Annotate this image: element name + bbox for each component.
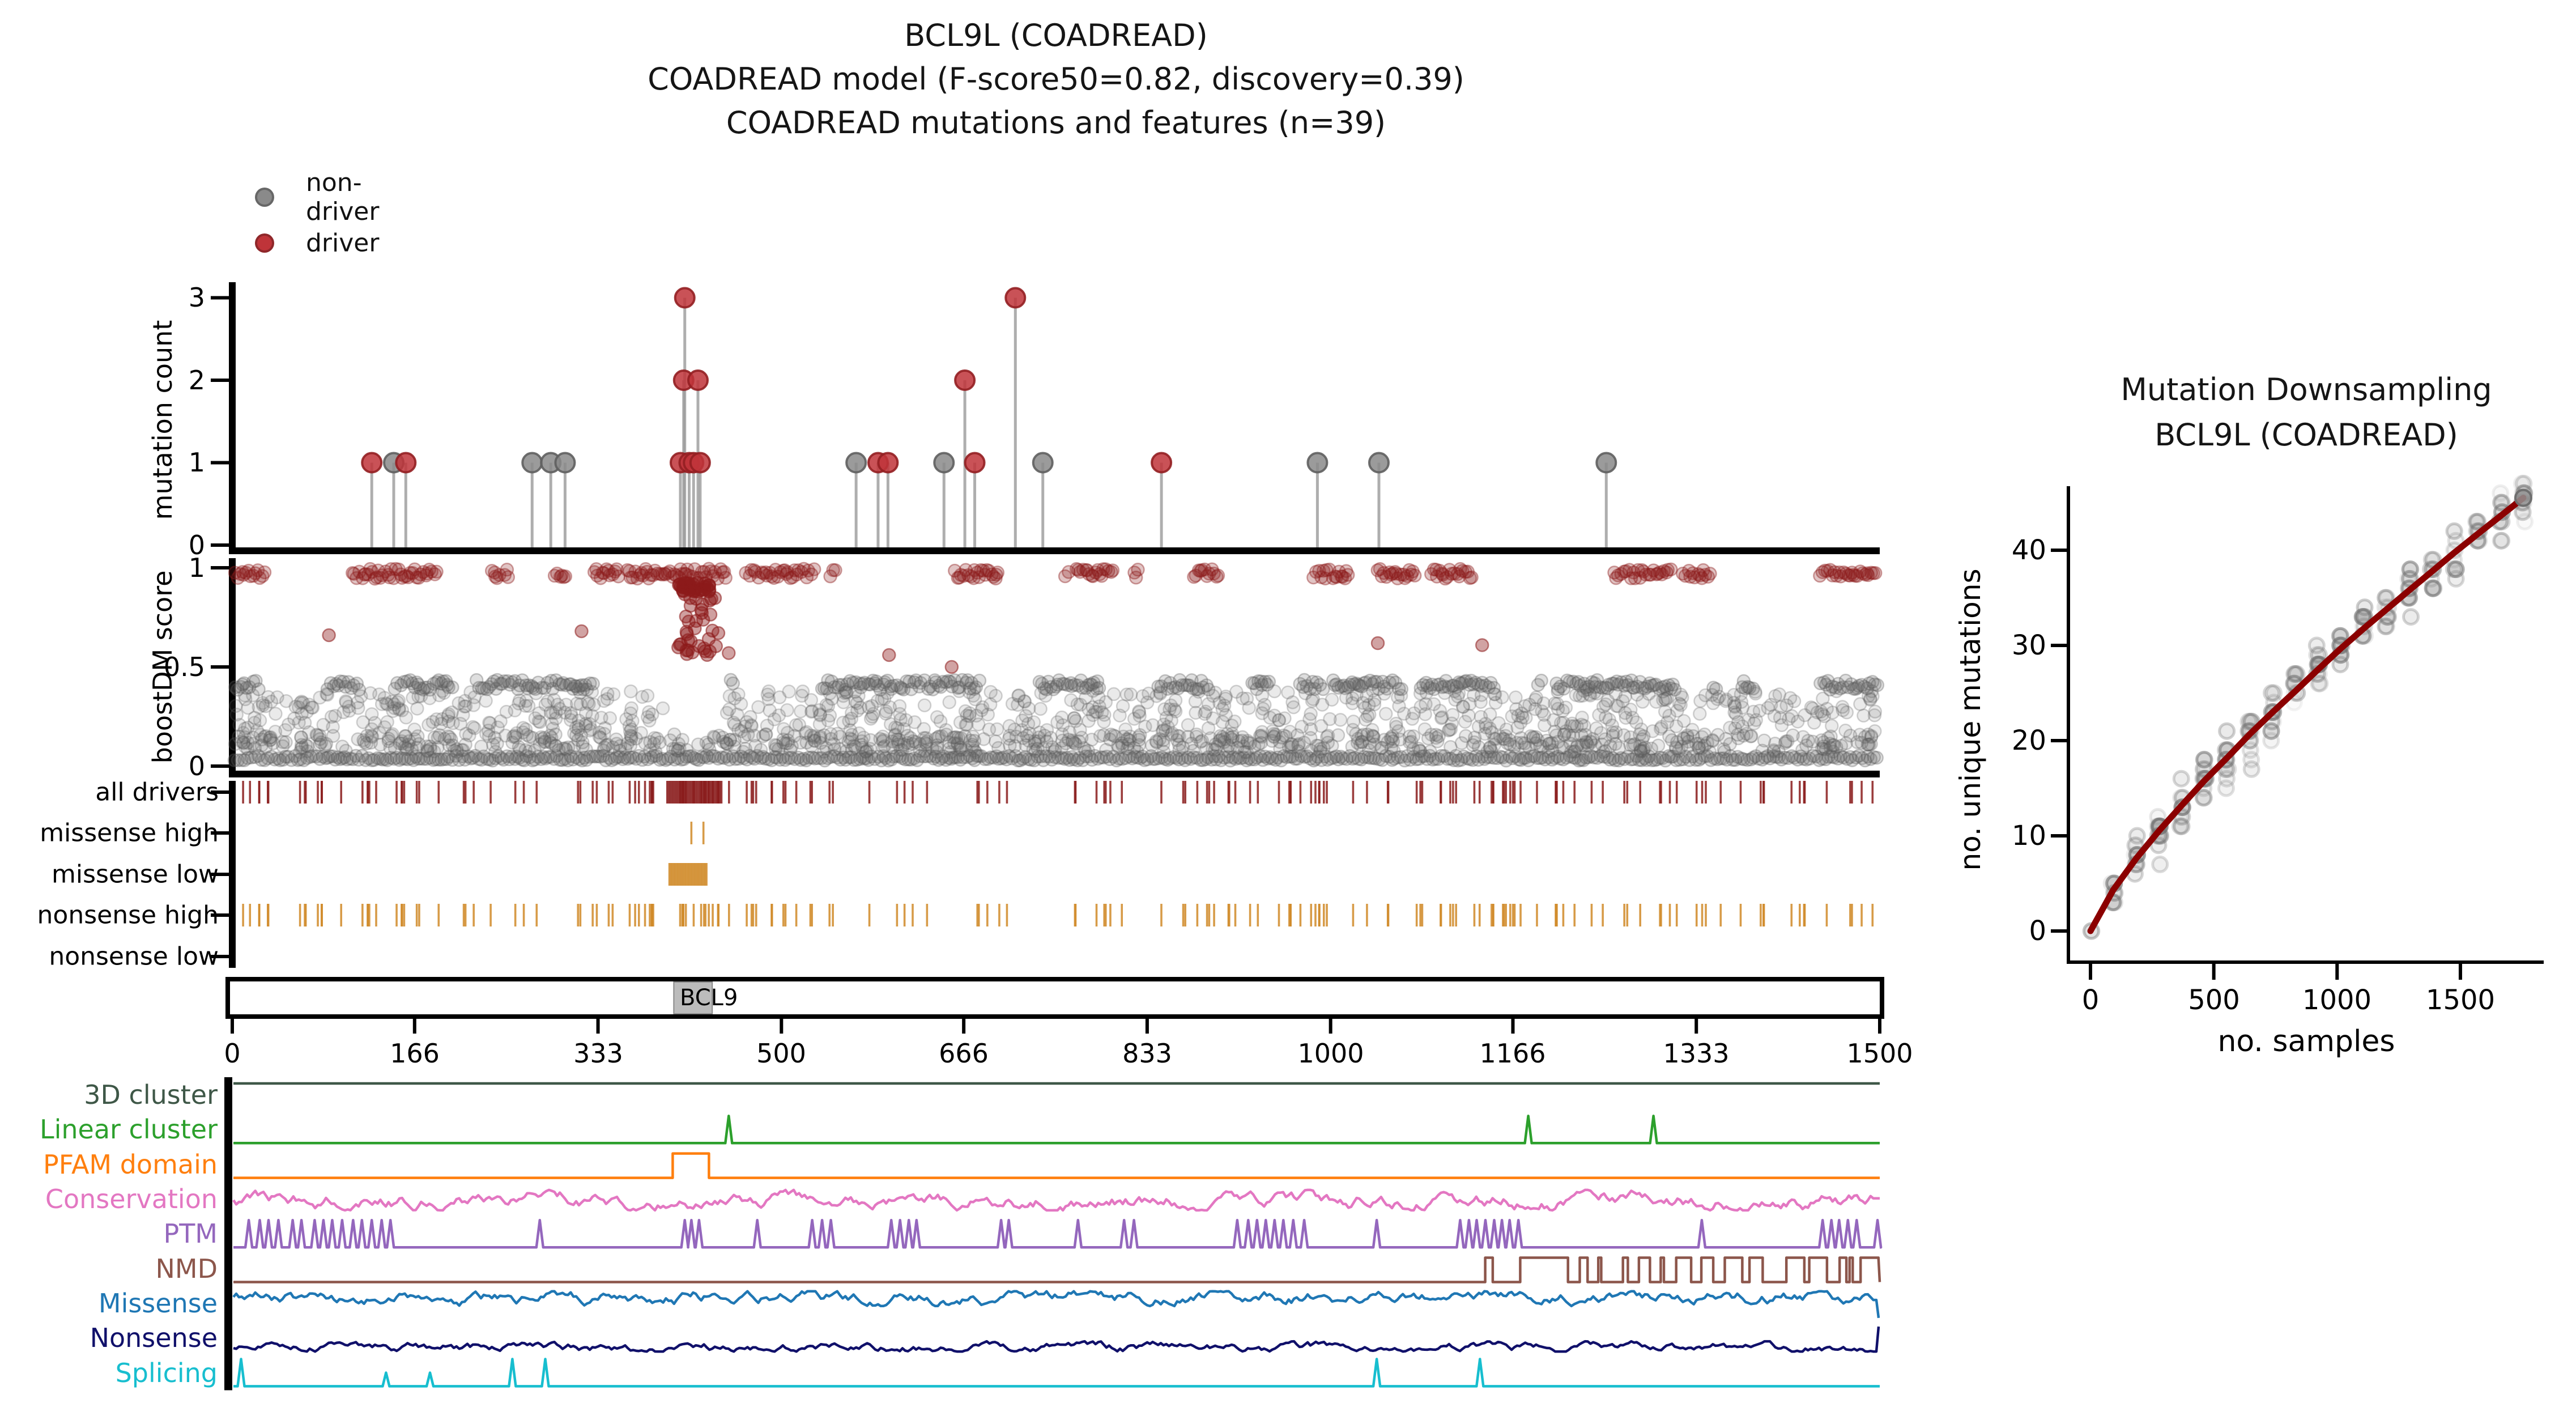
xtick-0: 0 bbox=[224, 1038, 241, 1069]
main-title-line-1: BCL9L (COADREAD) bbox=[904, 18, 1208, 53]
feature-tracks bbox=[224, 1077, 1883, 1391]
driver-rug-rows bbox=[211, 781, 1874, 958]
xtick-166: 166 bbox=[390, 1038, 440, 1069]
downsampling-title-line-1: Mutation Downsampling bbox=[2121, 372, 2492, 407]
main-title-line-2: COADREAD model (F-score50=0.82, discover… bbox=[648, 61, 1464, 97]
row-label-missense-low: missense low bbox=[51, 860, 219, 889]
ds-xtick-0: 0 bbox=[2081, 984, 2100, 1016]
track-label-splicing: Splicing bbox=[115, 1358, 218, 1388]
needle-ytick-2: 2 bbox=[188, 365, 205, 396]
ds-ytick-0: 0 bbox=[2029, 915, 2046, 947]
legend-label-driver: driver bbox=[306, 228, 380, 258]
track-label-nmd: NMD bbox=[155, 1253, 218, 1284]
legend-swatch-driver bbox=[255, 233, 274, 253]
main-title-line-3: COADREAD mutations and features (n=39) bbox=[726, 105, 1386, 141]
downsampling-plot bbox=[2051, 474, 2544, 980]
track-label-linear-cluster: Linear cluster bbox=[39, 1114, 218, 1145]
track-label-ptm: PTM bbox=[163, 1218, 218, 1249]
xtick-833: 833 bbox=[1122, 1038, 1172, 1069]
xtick-666: 666 bbox=[939, 1038, 989, 1069]
xtick-1333: 1333 bbox=[1663, 1038, 1730, 1069]
track-label-missense: Missense bbox=[98, 1288, 218, 1319]
boostdm-ytick-1: 1 bbox=[188, 552, 205, 583]
track-label-pfam-domain: PFAM domain bbox=[42, 1149, 218, 1180]
row-label-missense-high: missense high bbox=[40, 818, 219, 848]
ds-xtick-1500: 1500 bbox=[2425, 984, 2496, 1016]
needle-ytick-3: 3 bbox=[188, 282, 205, 313]
needle-ytick-1: 1 bbox=[188, 447, 205, 478]
ds-ytick-30: 30 bbox=[2011, 630, 2046, 661]
track-label-3d-cluster: 3D cluster bbox=[84, 1079, 218, 1110]
xtick-1166: 1166 bbox=[1479, 1038, 1546, 1069]
downsampling-x-axis-label: no. samples bbox=[2217, 1025, 2395, 1059]
boostdm-scatter bbox=[211, 562, 1885, 768]
needle-y-axis-label: mutation count bbox=[147, 320, 178, 520]
ds-ytick-40: 40 bbox=[2011, 534, 2046, 566]
ds-xtick-1000: 1000 bbox=[2302, 984, 2372, 1016]
xtick-1000: 1000 bbox=[1297, 1038, 1364, 1069]
row-label-nonsense-low: nonsense low bbox=[49, 942, 219, 971]
row-label-all-drivers: all drivers bbox=[95, 777, 219, 807]
track-label-conservation: Conservation bbox=[45, 1184, 218, 1214]
legend-label-non-driver: non-driver bbox=[306, 168, 380, 226]
track-label-nonsense: Nonsense bbox=[90, 1323, 218, 1353]
xtick-1500: 1500 bbox=[1846, 1038, 1913, 1069]
ds-ytick-20: 20 bbox=[2011, 725, 2046, 756]
main-title: BCL9L (COADREAD) COADREAD model (F-score… bbox=[263, 14, 1849, 144]
row-label-nonsense-high: nonsense high bbox=[37, 900, 219, 930]
needle-ytick-0: 0 bbox=[188, 530, 205, 560]
xtick-333: 333 bbox=[573, 1038, 623, 1069]
downsampling-title: Mutation Downsampling BCL9L (COADREAD) bbox=[1966, 367, 2576, 458]
panel-frames bbox=[229, 282, 1880, 968]
ds-xtick-500: 500 bbox=[2188, 984, 2240, 1016]
boostdm-ytick-0: 0 bbox=[188, 751, 205, 781]
gene-domain-label: BCL9 bbox=[680, 985, 738, 1011]
ds-ytick-10: 10 bbox=[2011, 820, 2046, 852]
needle-plot bbox=[211, 287, 1617, 547]
legend-swatch-non-driver bbox=[255, 188, 274, 207]
downsampling-title-line-2: BCL9L (COADREAD) bbox=[2155, 417, 2458, 453]
boostdm-ytick-05: 0.5 bbox=[163, 652, 205, 682]
xtick-500: 500 bbox=[756, 1038, 806, 1069]
gene-track bbox=[225, 977, 1884, 1034]
